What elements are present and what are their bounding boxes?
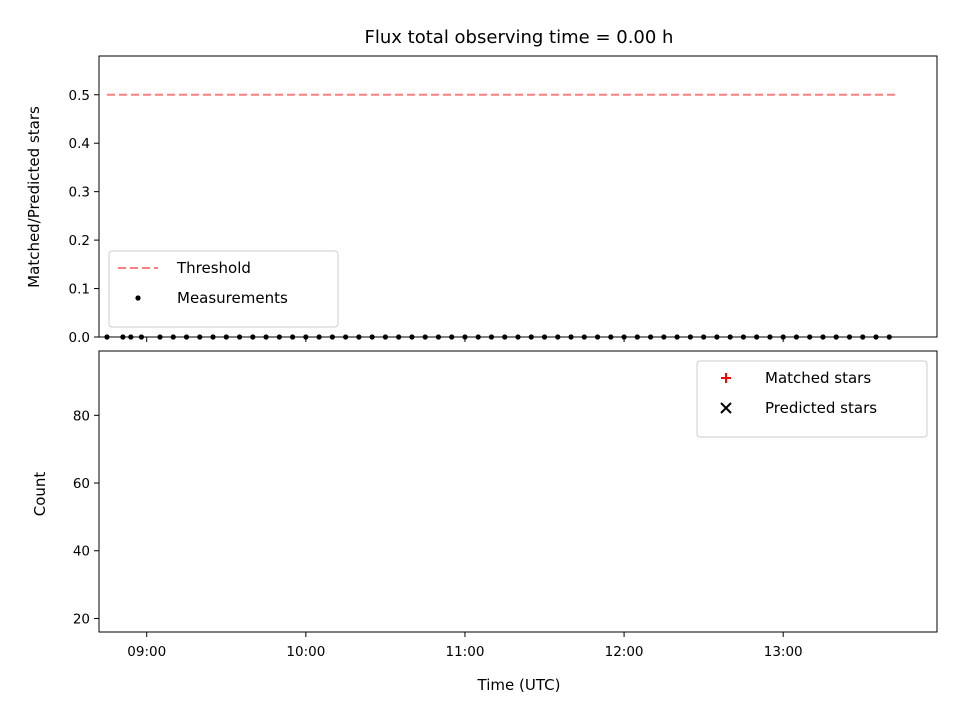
legend-label: Matched stars bbox=[765, 369, 871, 387]
y-tick-label: 0.5 bbox=[69, 88, 90, 104]
measurements-point bbox=[488, 334, 495, 340]
y-tick-label: 0.3 bbox=[69, 185, 90, 201]
measurements-point bbox=[727, 334, 733, 340]
measurements-point bbox=[157, 334, 163, 340]
measurements-point bbox=[343, 334, 349, 340]
measurements-point bbox=[170, 334, 176, 340]
measurements-point bbox=[886, 334, 892, 340]
measurements-point bbox=[289, 334, 296, 340]
measurements-point bbox=[329, 334, 335, 340]
x-tick-label: 10:00 bbox=[286, 644, 325, 660]
legend-predicted-stars-swatch bbox=[720, 402, 732, 414]
measurements-point bbox=[502, 334, 508, 340]
bottom-axes: 20 40 60 80 09:00 10:00 11:00 12:00 13:00 Matched… bbox=[73, 350, 938, 660]
y-tick-label: 0.2 bbox=[69, 233, 90, 249]
chart-title: Flux total observing time = 0.00 h bbox=[365, 27, 674, 48]
measurements-point bbox=[382, 334, 389, 340]
measurements-point bbox=[449, 334, 455, 340]
measurements-point bbox=[356, 334, 362, 340]
measurements-point bbox=[780, 334, 786, 340]
measurements-point bbox=[674, 334, 680, 340]
measurements-point bbox=[250, 334, 256, 340]
legend: Matched stars Predicted stars bbox=[696, 360, 928, 438]
measurements-point bbox=[475, 334, 481, 340]
top-axes: 0.0 0.1 0.2 0.3 0.4 0.5 Threshold Measurements bbox=[69, 55, 938, 346]
measurements-point bbox=[740, 334, 747, 340]
measurements-point bbox=[833, 334, 839, 340]
measurements-point bbox=[555, 334, 561, 340]
measurements-point bbox=[197, 334, 203, 340]
y-tick-label: 20 bbox=[73, 611, 90, 627]
measurements-point bbox=[634, 334, 640, 340]
y-tick-label: 80 bbox=[73, 408, 90, 424]
measurements-point bbox=[183, 334, 190, 340]
x-axis-label: Time (UTC) bbox=[477, 676, 561, 694]
x-tick-label: 13:00 bbox=[764, 644, 803, 660]
legend-label: Threshold bbox=[176, 259, 251, 277]
measurements-point bbox=[263, 334, 269, 340]
measurements-point bbox=[661, 334, 667, 340]
measurements-point bbox=[846, 334, 853, 340]
measurements-point bbox=[701, 334, 707, 340]
y-tick-label: 0.4 bbox=[69, 136, 90, 152]
x-tick-label: 09:00 bbox=[127, 644, 166, 660]
measurements-point bbox=[223, 334, 229, 340]
measurements-point bbox=[608, 334, 614, 340]
measurements-point bbox=[236, 334, 243, 340]
legend-measurements-swatch bbox=[135, 295, 141, 301]
legend-box bbox=[696, 360, 928, 438]
measurements-point bbox=[860, 334, 866, 340]
measurements-point bbox=[528, 334, 534, 340]
measurements-point bbox=[820, 334, 826, 340]
y-tick-label: 40 bbox=[73, 544, 90, 560]
measurements-point bbox=[767, 334, 773, 340]
measurements-point bbox=[435, 334, 442, 340]
measurements-point bbox=[714, 334, 720, 340]
y-tick-label: 60 bbox=[73, 476, 90, 492]
measurements-point bbox=[541, 334, 548, 340]
measurements-point bbox=[462, 334, 468, 340]
x-tick-label: 11:00 bbox=[446, 644, 485, 660]
legend-label: Predicted stars bbox=[765, 399, 877, 417]
measurements-point bbox=[369, 334, 375, 340]
measurements-point bbox=[793, 334, 800, 340]
measurements-point bbox=[138, 334, 145, 340]
measurements-point bbox=[409, 334, 415, 340]
measurements-point bbox=[422, 334, 428, 340]
measurements-point bbox=[594, 334, 601, 340]
legend: Threshold Measurements bbox=[108, 250, 339, 328]
measurements-point bbox=[807, 334, 813, 340]
measurements-point bbox=[120, 334, 126, 340]
legend-matched-stars-swatch bbox=[721, 373, 731, 383]
top-y-axis-label: Matched/Predicted stars bbox=[25, 106, 43, 288]
measurements-point bbox=[210, 334, 216, 340]
measurements-point bbox=[303, 334, 309, 340]
measurements-point bbox=[396, 334, 402, 340]
measurements-point bbox=[581, 334, 587, 340]
y-tick-label: 0.0 bbox=[69, 330, 90, 346]
legend-box bbox=[108, 250, 339, 328]
x-tick-label: 12:00 bbox=[605, 644, 644, 660]
plot-frame bbox=[98, 350, 938, 633]
measurements-point bbox=[568, 334, 574, 340]
measurements-point bbox=[316, 334, 322, 340]
measurements-point bbox=[873, 334, 879, 340]
measurements-point bbox=[104, 334, 110, 340]
legend-label: Measurements bbox=[177, 289, 288, 307]
y-tick-label: 0.1 bbox=[69, 282, 90, 298]
measurements-point bbox=[647, 334, 654, 340]
measurements-point bbox=[515, 334, 521, 340]
measurements-point bbox=[128, 334, 134, 340]
measurements-point bbox=[276, 334, 282, 340]
measurements-point bbox=[687, 334, 693, 340]
measurements-point bbox=[621, 334, 627, 340]
bottom-y-axis-label: Count bbox=[31, 472, 49, 517]
measurements-point bbox=[754, 334, 760, 340]
